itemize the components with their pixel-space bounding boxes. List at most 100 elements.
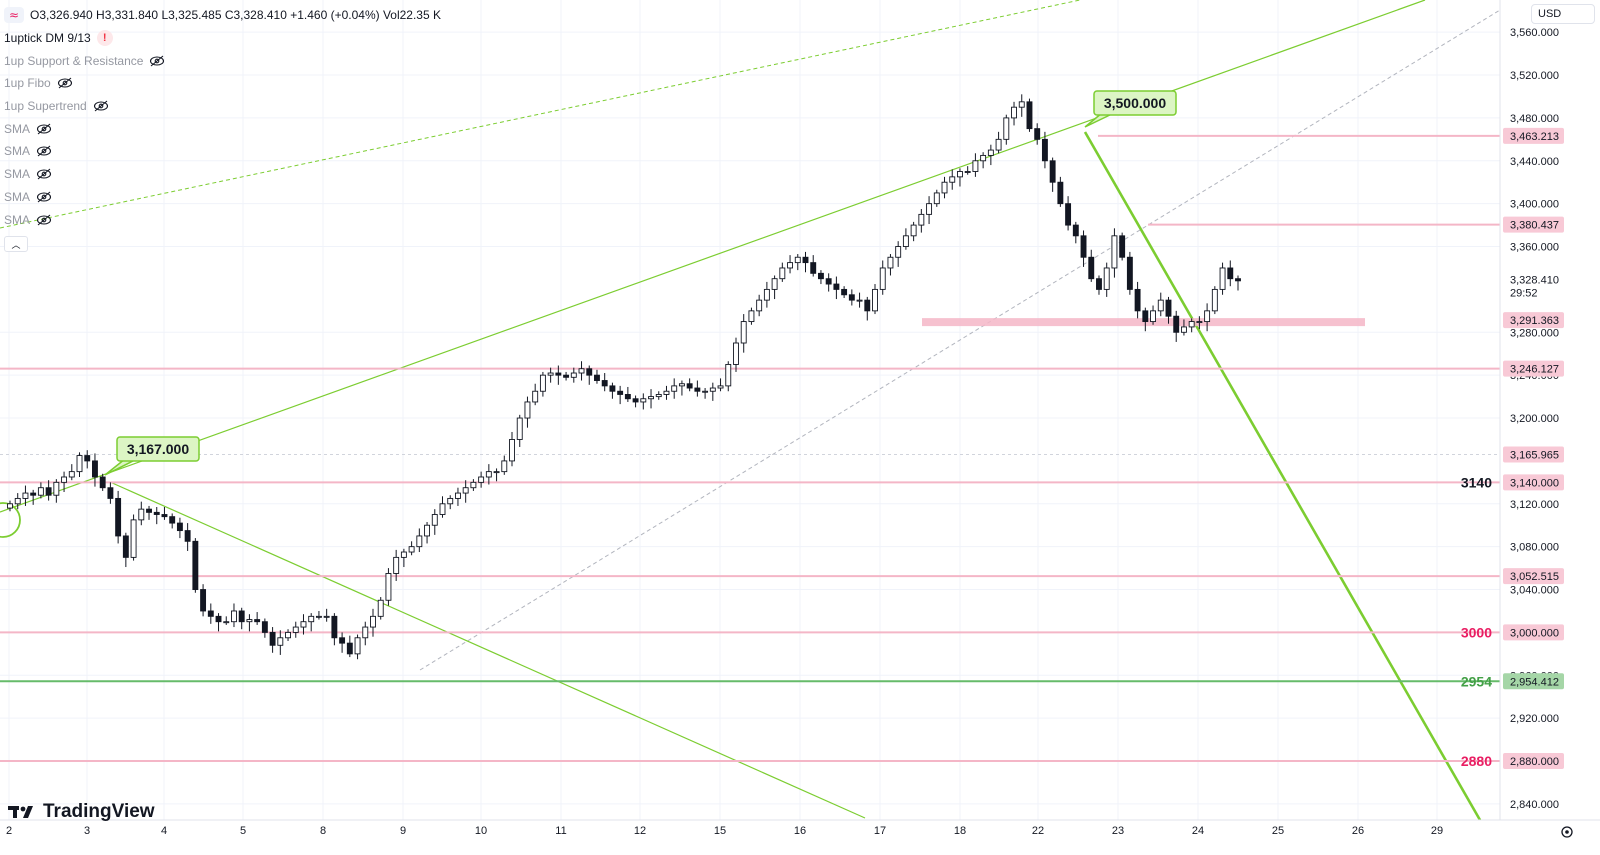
candle-body — [84, 455, 91, 462]
indicator-row-main[interactable]: 1uptick DM 9/13 ! — [4, 27, 441, 50]
candle-body — [1018, 101, 1025, 108]
eye-hidden-icon[interactable] — [36, 145, 52, 157]
candle-body — [1065, 203, 1072, 226]
candlestick — [617, 385, 624, 405]
indicator-label: SMA — [4, 212, 31, 227]
candlestick — [261, 618, 268, 638]
alert-icon[interactable]: ! — [96, 30, 113, 47]
candlestick — [1211, 286, 1218, 315]
hidden-indicator-row[interactable]: 1up Supertrend — [4, 95, 441, 118]
candlestick — [524, 396, 531, 428]
price-level-badge — [1503, 673, 1564, 690]
candlestick — [454, 487, 461, 506]
eye-hidden-icon[interactable] — [93, 100, 109, 112]
candle-body — [1096, 278, 1102, 290]
candlestick — [1235, 275, 1241, 291]
candlestick — [547, 367, 554, 383]
hidden-indicator-row[interactable]: 1up Support & Resistance — [4, 49, 441, 72]
candlestick — [933, 189, 940, 207]
time-tick-label: 16 — [794, 825, 806, 837]
price-level-label: 2,880.000 — [1510, 756, 1559, 768]
candlestick — [825, 273, 832, 292]
time-tick-label: 2 — [6, 825, 12, 837]
candlestick — [1088, 249, 1095, 282]
settings-icon[interactable] — [1561, 826, 1573, 838]
candlestick — [949, 169, 956, 190]
candle-body — [910, 224, 917, 237]
hidden-indicator-row[interactable]: SMA — [4, 117, 441, 140]
candlestick — [346, 635, 353, 658]
candle-body — [99, 476, 106, 489]
hidden-indicator-row[interactable]: 1up Fibo — [4, 72, 441, 95]
eye-hidden-icon[interactable] — [36, 168, 52, 180]
candlestick — [802, 251, 809, 273]
candlestick — [872, 284, 878, 315]
candle-body — [516, 417, 523, 440]
candlestick — [439, 496, 446, 518]
candle-body — [76, 455, 83, 473]
collapse-legend-button[interactable]: ︿ — [4, 236, 28, 252]
candlestick — [895, 241, 902, 267]
candle-body — [346, 642, 353, 655]
candle-body — [277, 637, 284, 646]
candlestick — [586, 365, 593, 385]
price-tick-label: 3,360.000 — [1510, 242, 1559, 254]
candlestick — [516, 414, 523, 447]
candlestick — [470, 479, 477, 491]
eye-hidden-icon[interactable] — [57, 77, 73, 89]
candlestick — [848, 289, 855, 306]
price-level-label: 3,246.127 — [1510, 364, 1559, 376]
candlestick — [810, 255, 817, 277]
chevron-up-icon: ︿ — [11, 240, 21, 251]
eye-hidden-icon[interactable] — [149, 55, 165, 67]
candle-body — [200, 589, 207, 612]
candle-body — [1041, 138, 1048, 162]
time-tick-label: 8 — [320, 825, 326, 837]
hidden-indicator-row[interactable]: SMA — [4, 186, 441, 209]
candle-body — [331, 615, 338, 639]
hidden-indicator-row[interactable]: SMA — [4, 208, 441, 231]
candlestick — [841, 286, 848, 298]
hidden-indicator-row[interactable]: SMA — [4, 163, 441, 186]
eye-hidden-icon[interactable] — [36, 214, 52, 226]
candlestick — [370, 608, 376, 637]
candlestick — [957, 168, 963, 187]
candle-body — [1111, 235, 1118, 269]
candle-body — [671, 385, 678, 392]
currency-selector[interactable]: USD — [1531, 4, 1595, 24]
candle-body — [493, 471, 500, 474]
chart-legend: ≈ O3,326.940 H3,331.840 L3,325.485 C3,32… — [4, 4, 441, 231]
candlestick — [1188, 318, 1195, 333]
price-level-badge — [1503, 568, 1564, 585]
tradingview-logo[interactable]: TradingView — [8, 801, 155, 823]
price-tick-label: 3,480.000 — [1510, 113, 1559, 125]
hidden-indicator-row[interactable]: SMA — [4, 140, 441, 163]
price-tick-label: 3,400.000 — [1510, 199, 1559, 211]
eye-hidden-icon[interactable] — [36, 191, 52, 203]
price-level-badge — [1503, 216, 1564, 233]
symbol-icon[interactable]: ≈ — [4, 7, 24, 24]
candlestick — [339, 632, 346, 653]
candle-body — [1180, 326, 1187, 333]
eye-hidden-icon[interactable] — [36, 123, 52, 135]
candlestick — [277, 630, 284, 655]
candlestick — [161, 507, 168, 520]
candle-body — [848, 294, 855, 301]
candlestick — [447, 495, 454, 510]
candle-body — [655, 394, 662, 398]
price-level-badge — [1503, 312, 1564, 329]
price-axis[interactable]: 3,560.000 3,520.000 3,480.000 3,440.000 3,40… — [1499, 0, 1600, 820]
candlestick — [92, 453, 98, 487]
candle-body — [416, 535, 423, 548]
candle-body — [833, 283, 840, 290]
candle-body — [1034, 128, 1041, 140]
time-axis[interactable]: 2 3 4 5 8 9 10 11 12 15 16 17 18 22 23 24 25 26 29 — [0, 819, 1600, 855]
candlestick — [1003, 114, 1010, 145]
price-tick-label: 3,120.000 — [1510, 499, 1559, 511]
candlestick — [308, 613, 315, 632]
candlestick — [655, 391, 662, 400]
candlestick — [485, 464, 492, 485]
candle-body — [377, 599, 384, 617]
candlestick — [254, 612, 261, 625]
